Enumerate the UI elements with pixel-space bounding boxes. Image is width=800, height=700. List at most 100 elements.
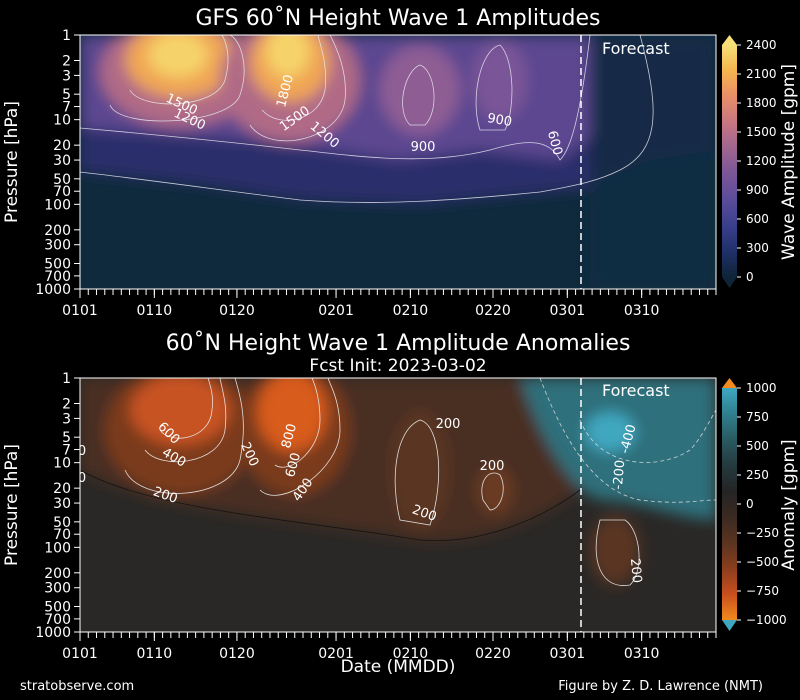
x-tick-label: 0220 <box>475 646 511 662</box>
y-tick-label: 3 <box>62 411 71 427</box>
y-tick-label: 7 <box>62 443 71 459</box>
y-tick-label: 3 <box>62 68 71 84</box>
bottom-contour-line <box>394 419 440 526</box>
x-tick-label: 0301 <box>550 646 586 662</box>
bottom-contour-line <box>144 378 227 463</box>
colorbar-tick-label: −500 <box>746 555 779 569</box>
y-tick-label: 1 <box>62 371 71 387</box>
colorbar-tick-label: 250 <box>746 468 769 482</box>
x-tick-label: 0101 <box>62 646 98 662</box>
bottom-colorbar <box>722 388 737 620</box>
top-contour-line <box>261 35 327 121</box>
x-tick-label: 0120 <box>219 303 255 319</box>
y-tick-label: 30 <box>53 153 71 169</box>
bottom-colorbar-ticks: 1000 750 500 250 0 −250 −500 −750 −1000 <box>737 381 787 627</box>
y-tick-label: 500 <box>44 600 71 616</box>
y-tick-label: 2 <box>62 396 71 412</box>
bottom-y-axis-label: Pressure [hPa] <box>2 444 22 566</box>
forecast-low-amplitude <box>590 35 716 289</box>
y-tick-label: 1000 <box>35 625 71 641</box>
y-tick-label: 5 <box>62 87 71 103</box>
bottom-contour-line <box>579 409 716 463</box>
top-contour-line <box>80 35 654 203</box>
bottom-contour-line <box>80 469 581 542</box>
x-tick-label: 0110 <box>137 303 173 319</box>
y-tick-label: 70 <box>53 184 71 200</box>
y-tick-label: 70 <box>53 527 71 543</box>
x-tick-label: 0120 <box>219 646 255 662</box>
top-x-ticks: 0101 0110 0120 0201 0210 0220 0301 0310 <box>62 289 717 319</box>
colorbar-tick-label: 2100 <box>746 67 777 81</box>
bottom-plot-frame <box>79 377 717 633</box>
y-tick-label: 100 <box>44 540 71 556</box>
bottom-contour-line <box>539 378 716 503</box>
top-contour-line <box>402 64 435 126</box>
colorbar-tick-label: 1200 <box>746 154 777 168</box>
y-tick-label: 700 <box>44 269 71 285</box>
bottom-contour-line <box>595 519 640 586</box>
y-tick-label: 10 <box>53 456 71 472</box>
colorbar-tick-label: 600 <box>746 212 769 226</box>
x-tick-label: 0110 <box>137 646 173 662</box>
late-jan-max-peak <box>266 35 310 77</box>
contour-label: -200 <box>611 459 629 490</box>
jan-upper-max-peak <box>148 35 208 77</box>
contour-label: 200 <box>436 417 461 432</box>
colorbar-tick-label: −250 <box>746 526 779 540</box>
y-tick-label: 1000 <box>35 282 71 298</box>
y-tick-label: 30 <box>53 496 71 512</box>
contour-label: 200 <box>627 558 644 584</box>
contour-label: -400 <box>618 423 640 455</box>
bottom-contour-line <box>124 378 244 494</box>
colorbar-tick-label: −1000 <box>746 613 787 627</box>
y-tick-label: 100 <box>44 197 71 213</box>
top-colorbar-max-arrow <box>722 35 737 45</box>
y-tick-label: 2 <box>62 53 71 69</box>
contour-label: 900 <box>411 140 436 155</box>
colorbar-tick-label: 2400 <box>746 38 777 52</box>
y-tick-label: 10 <box>53 113 71 129</box>
x-tick-label: 0310 <box>624 303 660 319</box>
top-plot-frame <box>79 34 717 290</box>
contour-label: 600 <box>544 129 565 157</box>
top-heatmap-field <box>80 35 716 289</box>
top-chart-title: GFS 60˚N Height Wave 1 Amplitudes <box>195 6 600 31</box>
contour-label: 0 <box>78 444 86 459</box>
bottom-contour-lines <box>80 378 716 586</box>
top-contour-line <box>109 35 245 122</box>
colorbar-tick-label: 1800 <box>746 96 777 110</box>
late-jan-positive-anomaly-core <box>257 378 327 452</box>
top-forecast-label: Forecast <box>602 39 670 58</box>
jan-positive-anomaly-core <box>130 378 230 445</box>
bottom-chart-subtitle: Fcst Init: 2023-03-02 <box>309 356 486 376</box>
top-colorbar-label: Wave Amplitude [gpm] <box>779 64 799 260</box>
colorbar-tick-label: 1500 <box>746 125 777 139</box>
colorbar-tick-label: 300 <box>746 241 769 255</box>
y-tick-label: 5 <box>62 430 71 446</box>
y-tick-label: 1 <box>62 28 71 44</box>
y-tick-label: 700 <box>44 612 71 628</box>
bottom-contour-line <box>259 378 341 496</box>
bottom-colorbar-max-arrow <box>722 378 737 388</box>
x-tick-label: 0201 <box>318 646 354 662</box>
bottom-colorbar-min-arrow <box>722 620 737 631</box>
bottom-forecast-label: Forecast <box>602 381 670 400</box>
top-contour-lines <box>80 35 654 203</box>
feb-secondary-max <box>380 45 460 135</box>
top-contour-line <box>129 35 229 105</box>
contour-label: 200 <box>480 459 505 474</box>
footer-credit: Figure by Z. D. Lawrence (NMT) <box>558 679 763 694</box>
colorbar-tick-label: −750 <box>746 584 779 598</box>
contour-label: 600 <box>283 451 304 479</box>
bottom-x-axis-label: Date (MMDD) <box>341 657 456 677</box>
x-tick-label: 0101 <box>62 303 98 319</box>
bottom-colorbar-label: Anomaly [gpm] <box>779 439 799 570</box>
top-contour-line <box>475 44 513 131</box>
x-tick-label: 0220 <box>475 303 511 319</box>
contour-label: 0 <box>78 471 86 486</box>
footer-source: stratobserve.com <box>20 679 134 694</box>
